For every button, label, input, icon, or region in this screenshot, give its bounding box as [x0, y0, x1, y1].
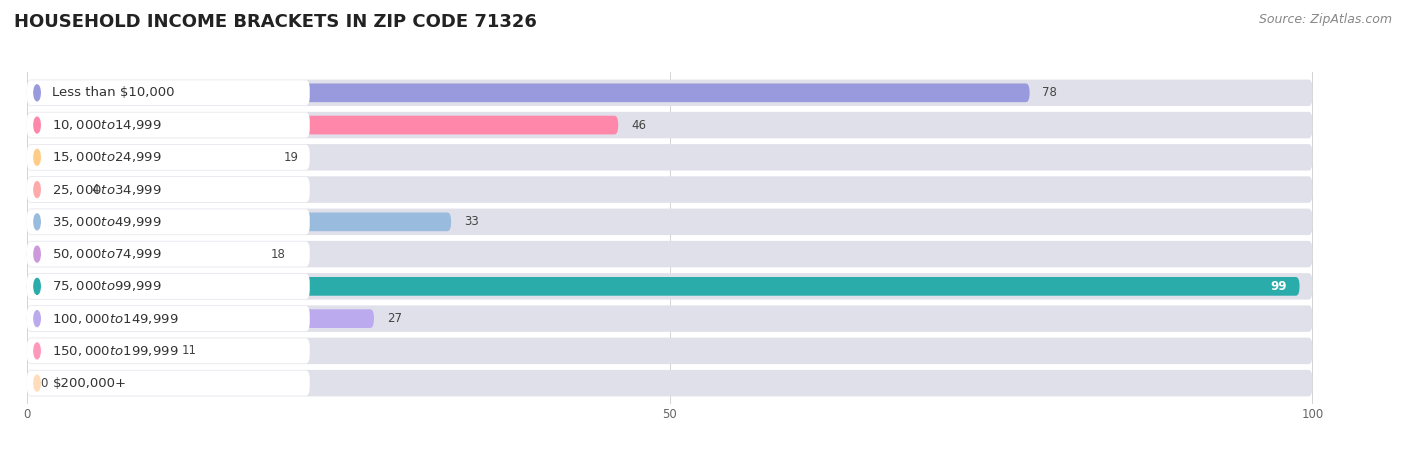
- FancyBboxPatch shape: [27, 176, 1312, 203]
- Text: 33: 33: [464, 216, 478, 229]
- Text: $50,000 to $74,999: $50,000 to $74,999: [52, 247, 162, 261]
- Text: $15,000 to $24,999: $15,000 to $24,999: [52, 150, 162, 164]
- Circle shape: [34, 278, 41, 294]
- FancyBboxPatch shape: [27, 180, 79, 199]
- Text: 99: 99: [1270, 280, 1286, 293]
- Text: $150,000 to $199,999: $150,000 to $199,999: [52, 344, 179, 358]
- FancyBboxPatch shape: [27, 177, 309, 202]
- Circle shape: [34, 117, 41, 133]
- FancyBboxPatch shape: [27, 113, 309, 138]
- Circle shape: [34, 246, 41, 262]
- Text: $10,000 to $14,999: $10,000 to $14,999: [52, 118, 162, 132]
- FancyBboxPatch shape: [27, 338, 309, 363]
- Text: 11: 11: [181, 344, 197, 357]
- FancyBboxPatch shape: [27, 145, 309, 170]
- FancyBboxPatch shape: [27, 144, 1312, 171]
- Text: 4: 4: [91, 183, 98, 196]
- Text: $100,000 to $149,999: $100,000 to $149,999: [52, 312, 179, 326]
- FancyBboxPatch shape: [27, 370, 1312, 396]
- FancyBboxPatch shape: [27, 212, 451, 231]
- FancyBboxPatch shape: [27, 245, 259, 264]
- FancyBboxPatch shape: [27, 148, 271, 167]
- FancyBboxPatch shape: [27, 338, 1312, 364]
- FancyBboxPatch shape: [27, 273, 1312, 299]
- FancyBboxPatch shape: [27, 116, 619, 134]
- Circle shape: [34, 214, 41, 230]
- FancyBboxPatch shape: [27, 305, 1312, 332]
- Circle shape: [34, 343, 41, 359]
- Circle shape: [34, 182, 41, 198]
- Text: 27: 27: [387, 312, 402, 325]
- Text: Less than $10,000: Less than $10,000: [52, 86, 174, 99]
- Text: 46: 46: [631, 119, 647, 132]
- FancyBboxPatch shape: [27, 112, 1312, 138]
- FancyBboxPatch shape: [27, 84, 1029, 102]
- FancyBboxPatch shape: [27, 242, 309, 267]
- FancyBboxPatch shape: [27, 342, 169, 360]
- Text: 19: 19: [284, 151, 299, 164]
- Circle shape: [34, 85, 41, 101]
- Text: $25,000 to $34,999: $25,000 to $34,999: [52, 183, 162, 197]
- Circle shape: [34, 311, 41, 326]
- FancyBboxPatch shape: [27, 370, 309, 396]
- Text: $75,000 to $99,999: $75,000 to $99,999: [52, 279, 162, 293]
- FancyBboxPatch shape: [27, 79, 1312, 106]
- Text: $200,000+: $200,000+: [52, 377, 127, 390]
- FancyBboxPatch shape: [27, 274, 309, 299]
- FancyBboxPatch shape: [27, 209, 309, 234]
- FancyBboxPatch shape: [27, 277, 1299, 296]
- Text: Source: ZipAtlas.com: Source: ZipAtlas.com: [1258, 13, 1392, 26]
- Text: HOUSEHOLD INCOME BRACKETS IN ZIP CODE 71326: HOUSEHOLD INCOME BRACKETS IN ZIP CODE 71…: [14, 13, 537, 31]
- Text: $35,000 to $49,999: $35,000 to $49,999: [52, 215, 162, 229]
- FancyBboxPatch shape: [27, 80, 309, 106]
- FancyBboxPatch shape: [27, 306, 309, 331]
- Circle shape: [34, 150, 41, 165]
- Text: 18: 18: [271, 247, 285, 260]
- FancyBboxPatch shape: [27, 241, 1312, 267]
- Text: 78: 78: [1042, 86, 1057, 99]
- FancyBboxPatch shape: [27, 309, 374, 328]
- Text: 0: 0: [39, 377, 48, 390]
- Circle shape: [34, 375, 41, 391]
- FancyBboxPatch shape: [27, 209, 1312, 235]
